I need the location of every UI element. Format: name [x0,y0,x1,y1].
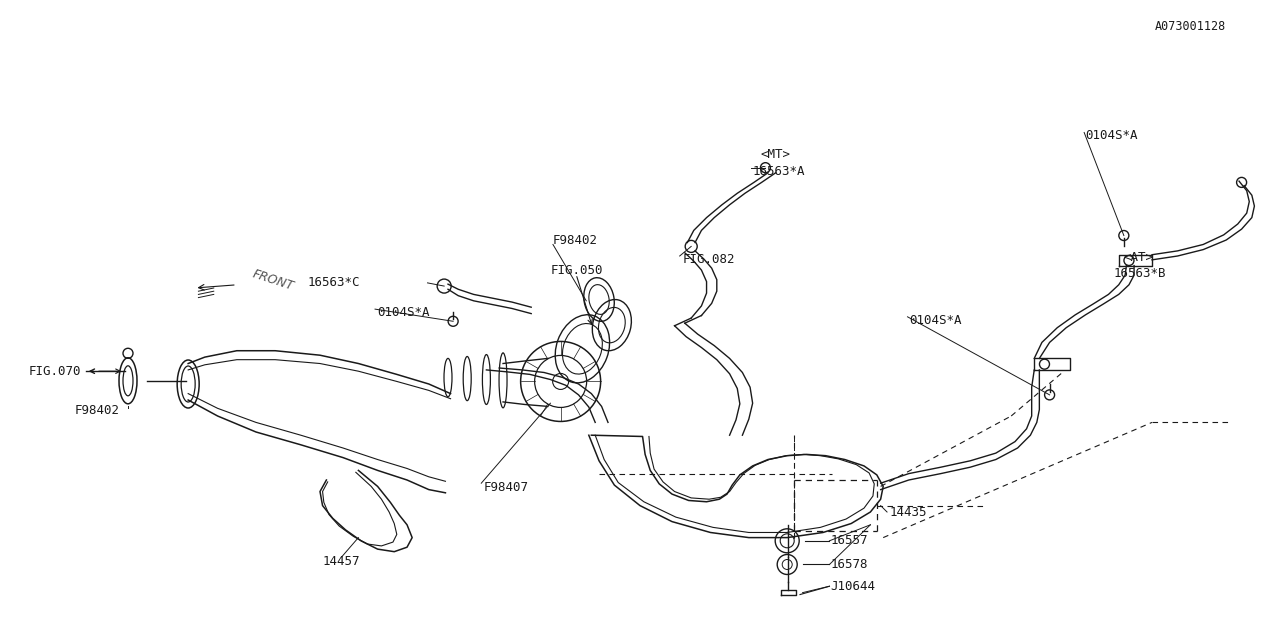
Text: 0104S*A: 0104S*A [1085,129,1138,142]
Text: 16563*A: 16563*A [753,165,805,178]
Text: <MT>: <MT> [760,148,790,161]
Text: FIG.082: FIG.082 [682,253,735,266]
Text: 16563*B: 16563*B [1114,268,1166,280]
Text: F98407: F98407 [484,481,529,494]
Text: <AT>: <AT> [1124,251,1153,264]
Text: 16578: 16578 [831,558,868,571]
Text: A073001128: A073001128 [1155,20,1226,33]
Text: FIG.070: FIG.070 [28,365,81,378]
Text: 14435: 14435 [890,506,927,518]
Text: 0104S*A: 0104S*A [909,314,961,326]
Text: 16563*C: 16563*C [307,276,360,289]
Text: F98402: F98402 [553,234,598,246]
Text: FRONT: FRONT [251,268,296,293]
Text: 14457: 14457 [323,556,361,568]
Text: J10644: J10644 [831,580,876,593]
Text: FIG.050: FIG.050 [550,264,603,276]
Text: 16557: 16557 [831,534,868,547]
Text: 0104S*A: 0104S*A [378,306,430,319]
Text: F98402: F98402 [74,404,119,417]
